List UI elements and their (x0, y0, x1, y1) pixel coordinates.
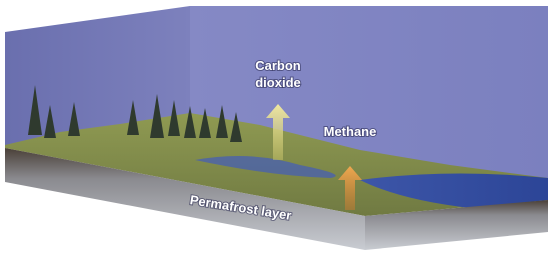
co2-label-line1: Carbon (255, 58, 301, 73)
methane-label: Methane (324, 124, 377, 139)
illustration: Carbon dioxide Methane Permafrost layer (0, 0, 548, 255)
co2-label-line2: dioxide (255, 75, 301, 90)
